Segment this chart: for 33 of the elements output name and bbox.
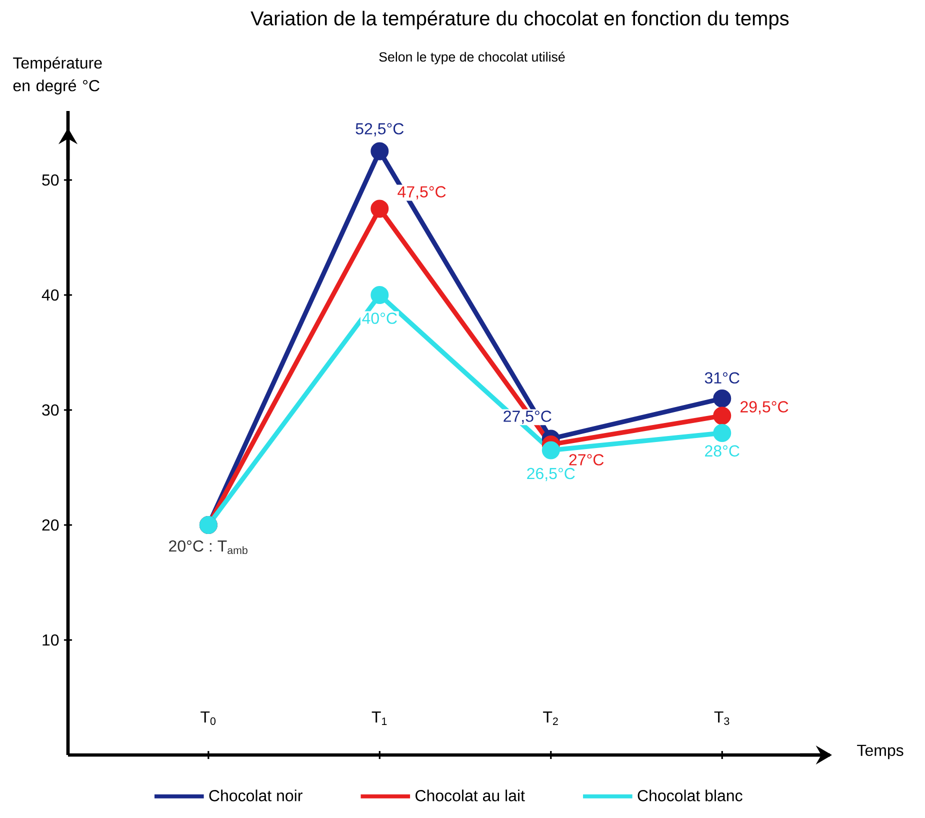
chart-subtitle: Selon le type de chocolat utilisé [379,52,565,64]
data-label: 28°C [705,445,740,457]
y-tick-label: 40 [42,289,59,301]
data-label: 52,5°C [356,123,404,136]
data-label: 27°C [569,454,604,466]
x-tick-label: T$_{1}$ [372,712,387,725]
x-axis-title: Temps [857,744,904,760]
y-tick-label: 50 [42,174,59,186]
point [713,424,732,442]
data-label: 29,5°C [740,401,788,414]
x-tick-label: T$_{0}$ [200,711,216,725]
point [713,390,732,408]
data-label: 31°C [704,372,740,384]
data-label: 27,5°C [504,410,552,424]
y-axis-title: Température en degré °C [13,56,102,94]
data-label: 26,5°C [527,468,575,482]
point [713,406,732,425]
point [370,286,389,304]
data-label: 47,5°C [398,186,446,200]
y-tick-label: 20 [42,519,59,531]
point [370,142,389,160]
x-tick-label: T$_{2}$ [543,712,558,725]
y-tick-label: 10 [42,634,59,646]
point [370,200,389,218]
y-tick-label: 30 [42,404,59,416]
x-tick-label: T$_{3}$ [714,711,730,725]
chart-title: Variation de la température du chocolat en fonction du temps [250,10,789,30]
data-label: 40°C [362,312,397,324]
legend-label: Chocolat blanc [638,790,742,802]
legend-label: Chocolat noir [209,790,302,802]
annotation: 20°C : T$_{amb}$ [169,540,248,554]
legend-label: Chocolat au lait [416,790,525,802]
point [542,441,560,460]
